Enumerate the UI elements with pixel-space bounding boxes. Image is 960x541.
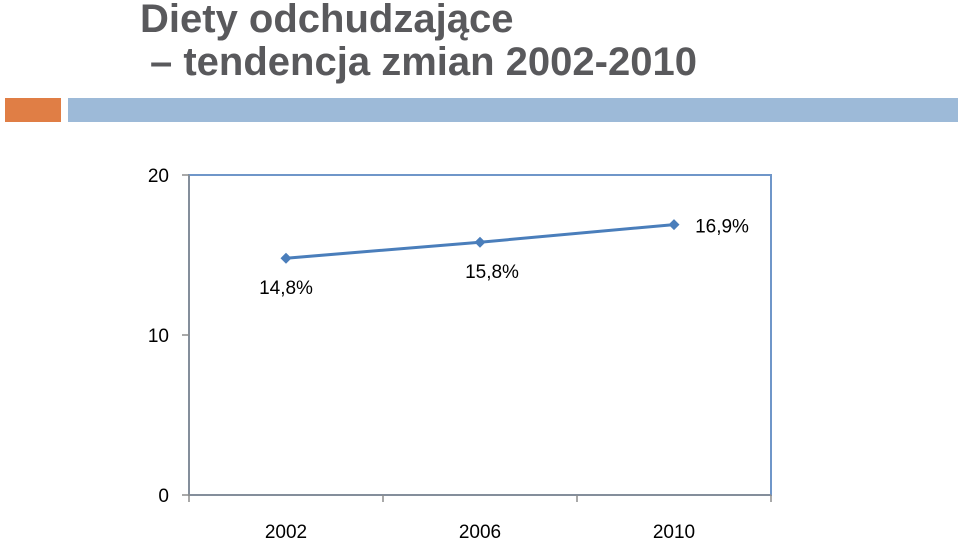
data-label: 15,8%	[465, 262, 519, 283]
data-point-marker	[668, 219, 680, 231]
data-label: 14,8%	[259, 278, 313, 299]
slide-title-line1: Diety odchudzające	[140, 0, 514, 41]
data-point-marker	[474, 236, 486, 248]
data-point-marker	[280, 252, 292, 264]
y-tick-label: 20	[148, 166, 169, 187]
x-tick-label: 2002	[265, 522, 307, 541]
x-tick-label: 2006	[459, 522, 501, 541]
y-tick-label: 0	[158, 486, 169, 507]
tick-labels: 0 10 20 2002 2006 2010	[148, 166, 695, 541]
series-group: 14,8% 15,8% 16,9%	[259, 217, 749, 300]
accent-bar-orange	[5, 98, 61, 122]
y-tick-label: 10	[148, 326, 169, 347]
slide-title-line2: – tendencja zmian 2002-2010	[150, 40, 697, 84]
plot-area-frame	[188, 174, 772, 496]
data-label: 16,9%	[695, 217, 749, 238]
accent-bar-blue	[68, 98, 958, 122]
axes	[182, 174, 772, 502]
x-tick-label: 2010	[653, 522, 695, 541]
